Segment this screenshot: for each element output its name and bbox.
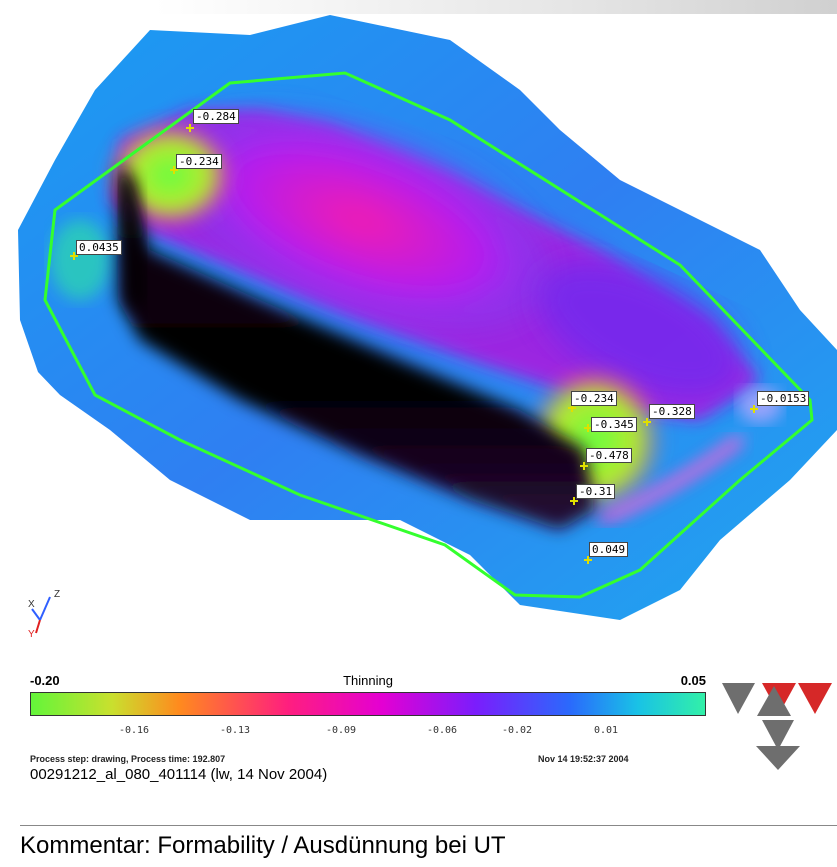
comment-divider	[20, 825, 837, 826]
part-boundary-line	[43, 71, 814, 599]
probe-marker	[643, 418, 651, 426]
probe-marker	[70, 252, 78, 260]
probe-marker	[186, 124, 194, 132]
probe-marker	[570, 497, 578, 505]
color-legend: -0.20 Thinning 0.05 -0.16 -0.13 -0.09 -0…	[30, 670, 706, 750]
y-axis-label: Y	[28, 629, 35, 640]
probe-label: 0.0435	[76, 240, 122, 255]
file-identifier: 00291212_al_080_401114 (lw, 14 Nov 2004)	[30, 766, 328, 783]
probe-label: 0.049	[589, 542, 629, 557]
top-gradient-bar	[155, 0, 837, 14]
z-axis-label: Z	[54, 589, 60, 600]
axis-triad: Z X Y	[28, 585, 68, 640]
x-axis-label: X	[28, 599, 35, 610]
process-info: Process step: drawing, Process time: 192…	[30, 754, 226, 764]
drawn-wall	[118, 165, 595, 530]
probe-marker	[568, 404, 576, 412]
legend-tick: -0.09	[325, 725, 357, 736]
legend-min-label: -0.20	[30, 673, 60, 688]
legend-tick: -0.13	[219, 725, 251, 736]
probe-marker	[584, 424, 592, 432]
legend-tick: -0.02	[501, 725, 533, 736]
probe-label: -0.478	[586, 448, 632, 463]
probe-label: -0.0153	[757, 391, 810, 406]
comment-text: Kommentar: Formability / Ausdünnung bei …	[20, 832, 506, 859]
legend-tick: -0.06	[426, 725, 458, 736]
legend-tick: 0.01	[593, 725, 619, 736]
forming-simulation-view: -0.284 -0.234 0.0435 -0.234 -0.345 -0.32…	[18, 15, 837, 620]
company-logo	[722, 680, 834, 778]
probe-marker	[580, 462, 588, 470]
legend-tick: -0.16	[118, 725, 150, 736]
probe-label: -0.328	[649, 404, 695, 419]
probe-label: -0.31	[576, 484, 616, 499]
probe-label: -0.234	[571, 391, 617, 406]
probe-marker	[584, 556, 592, 564]
probe-marker	[170, 166, 178, 174]
legend-title: Thinning	[343, 673, 393, 688]
probe-label: -0.284	[193, 109, 239, 124]
render-timestamp: Nov 14 19:52:37 2004	[538, 754, 629, 764]
legend-colorbar	[30, 692, 706, 716]
part-contour-plot	[18, 15, 837, 620]
probe-marker	[750, 405, 758, 413]
probe-label: -0.234	[176, 154, 222, 169]
legend-max-label: 0.05	[680, 673, 706, 688]
probe-label: -0.345	[591, 417, 637, 432]
